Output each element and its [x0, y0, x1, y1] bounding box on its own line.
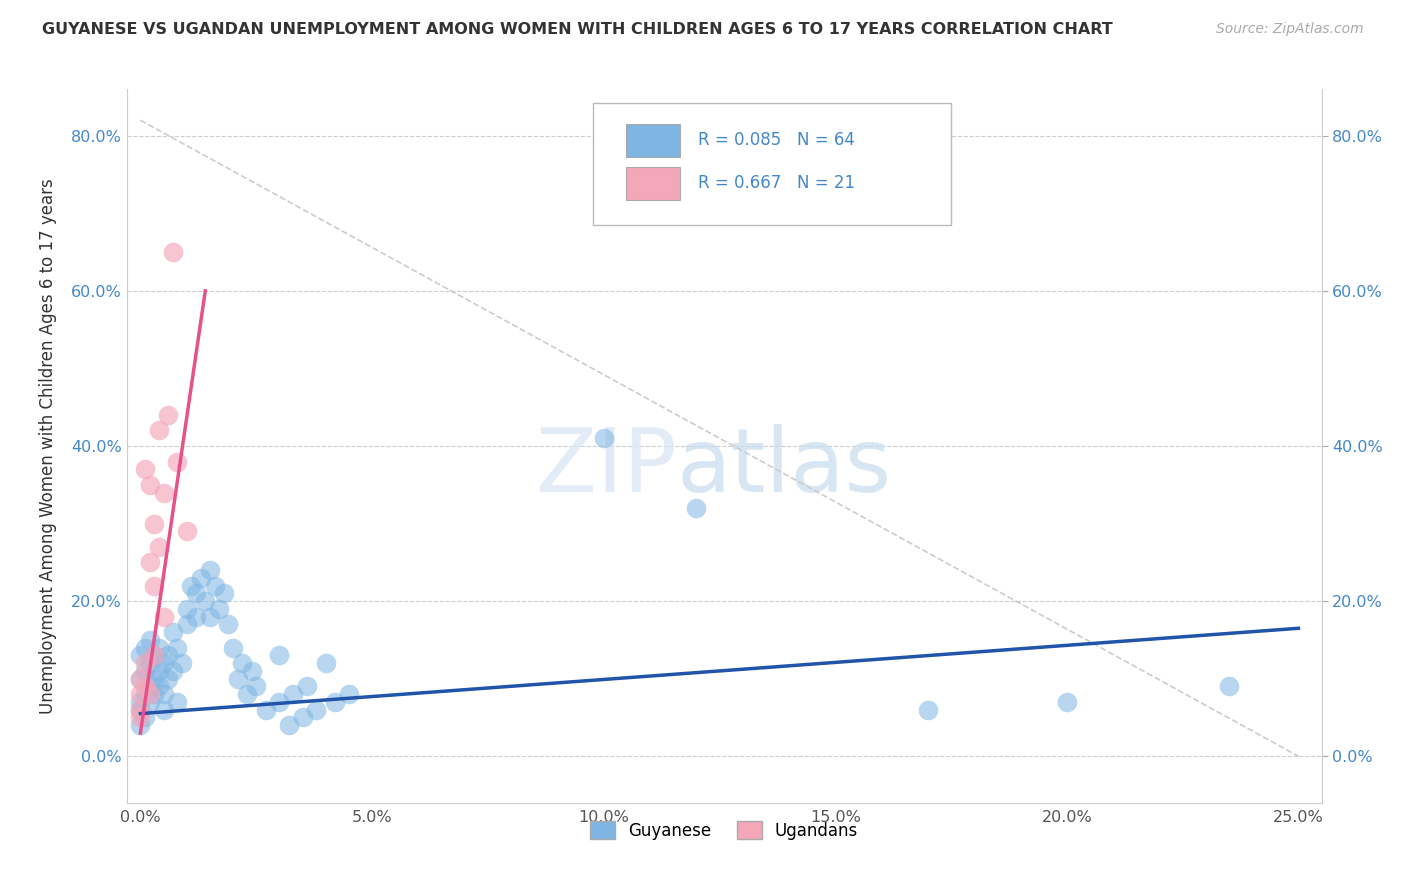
Point [138, 687, 160, 701]
Point [323, 695, 346, 709]
Point [685, 501, 707, 516]
Point [152, 609, 174, 624]
Point [148, 664, 170, 678]
Point [208, 602, 231, 616]
Point [148, 424, 170, 438]
Point [162, 625, 184, 640]
Point [226, 672, 249, 686]
Point [176, 617, 198, 632]
Legend: Guyanese, Ugandans: Guyanese, Ugandans [582, 814, 866, 848]
Point [337, 687, 360, 701]
Point [592, 431, 614, 445]
Point [129, 703, 152, 717]
Point [315, 656, 337, 670]
Point [157, 672, 180, 686]
Point [129, 672, 152, 686]
Point [134, 687, 156, 701]
Point [245, 680, 267, 694]
Point [240, 664, 263, 678]
Point [138, 555, 160, 569]
Point [157, 648, 180, 663]
Point [172, 656, 194, 670]
Point [1056, 695, 1078, 709]
Text: Source: ZipAtlas.com: Source: ZipAtlas.com [1216, 22, 1364, 37]
Point [198, 563, 221, 577]
Point [143, 687, 166, 701]
Point [134, 710, 156, 724]
Point [152, 703, 174, 717]
Point [152, 656, 174, 670]
Point [148, 680, 170, 694]
Point [138, 695, 160, 709]
Point [212, 586, 235, 600]
Point [166, 695, 188, 709]
Point [134, 680, 156, 694]
Point [198, 609, 221, 624]
Point [148, 540, 170, 554]
Text: R = 0.667   N = 21: R = 0.667 N = 21 [697, 174, 855, 192]
Point [291, 710, 314, 724]
Point [138, 477, 160, 491]
Point [194, 594, 217, 608]
Point [129, 695, 152, 709]
Point [143, 648, 166, 663]
Point [269, 648, 291, 663]
Point [129, 718, 152, 732]
Text: atlas: atlas [676, 424, 891, 511]
Point [143, 516, 166, 531]
Point [180, 579, 202, 593]
Point [162, 245, 184, 260]
Point [134, 664, 156, 678]
Point [190, 571, 212, 585]
FancyBboxPatch shape [593, 103, 950, 225]
Point [134, 640, 156, 655]
Point [217, 617, 239, 632]
Point [129, 703, 152, 717]
Point [138, 656, 160, 670]
Y-axis label: Unemployment Among Women with Children Ages 6 to 17 years: Unemployment Among Women with Children A… [39, 178, 56, 714]
Point [138, 632, 160, 647]
Point [134, 656, 156, 670]
Point [143, 672, 166, 686]
Text: R = 0.085   N = 64: R = 0.085 N = 64 [697, 131, 855, 149]
Point [152, 485, 174, 500]
Text: ZIP: ZIP [536, 424, 676, 511]
Point [283, 687, 305, 701]
Point [166, 454, 188, 468]
Point [305, 703, 328, 717]
FancyBboxPatch shape [626, 167, 681, 200]
Point [152, 687, 174, 701]
Point [204, 579, 226, 593]
Point [166, 640, 188, 655]
Point [129, 648, 152, 663]
Point [184, 609, 207, 624]
Point [295, 680, 318, 694]
Point [917, 703, 939, 717]
Point [143, 579, 166, 593]
Point [138, 680, 160, 694]
Point [184, 586, 207, 600]
Text: GUYANESE VS UGANDAN UNEMPLOYMENT AMONG WOMEN WITH CHILDREN AGES 6 TO 17 YEARS CO: GUYANESE VS UGANDAN UNEMPLOYMENT AMONG W… [42, 22, 1114, 37]
Point [162, 664, 184, 678]
Point [269, 695, 291, 709]
Point [1218, 680, 1240, 694]
Point [148, 640, 170, 655]
Point [254, 703, 277, 717]
Point [231, 656, 253, 670]
Point [129, 710, 152, 724]
Point [222, 640, 245, 655]
Point [277, 718, 299, 732]
Point [176, 602, 198, 616]
Point [176, 524, 198, 539]
Point [129, 672, 152, 686]
Point [236, 687, 259, 701]
Point [129, 687, 152, 701]
Point [157, 408, 180, 422]
Point [143, 648, 166, 663]
Point [134, 462, 156, 476]
FancyBboxPatch shape [626, 124, 681, 157]
